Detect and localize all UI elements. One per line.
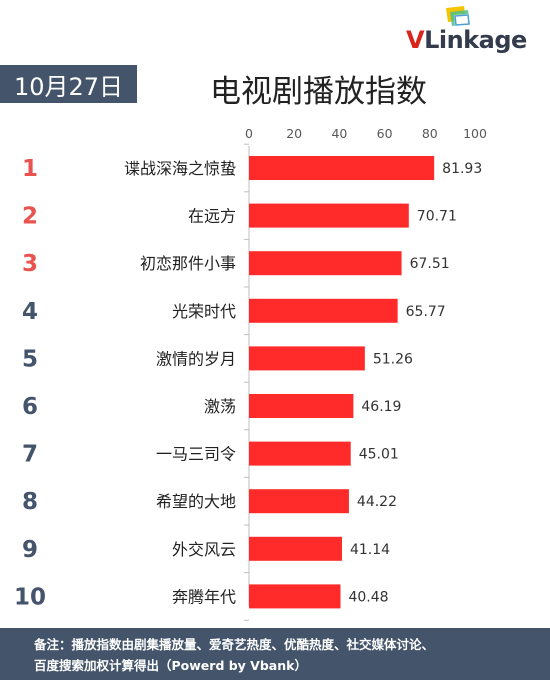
value-label: 65.77 — [406, 304, 446, 320]
bar — [249, 489, 349, 514]
category-label: 光荣时代 — [172, 302, 236, 321]
rank-number: 8 — [22, 489, 38, 515]
value-label: 45.01 — [359, 447, 399, 463]
logo-wordmark: VLinkage — [406, 26, 527, 54]
category-label: 初恋那件小事 — [140, 254, 236, 273]
bar — [249, 203, 409, 228]
footer-line-1: 备注：播放指数由剧集播放量、爱奇艺热度、优酷热度、社交媒体讨论、 — [34, 637, 435, 652]
x-tick-label: 60 — [377, 126, 393, 141]
rank-number: 3 — [22, 251, 38, 277]
category-label: 激情的岁月 — [156, 349, 236, 368]
category-label: 外交风云 — [172, 540, 236, 559]
category-label: 奔腾年代 — [172, 587, 236, 606]
category-label: 一马三司令 — [156, 445, 236, 464]
rank-number: 9 — [22, 537, 38, 563]
rank-number: 2 — [22, 204, 38, 230]
category-label: 希望的大地 — [156, 492, 236, 511]
bar-chart: 0 20 40 60 80 100 1 谍战深海之惊蛰 81.93 2 在远方 70.71 3 初恋那件小… — [14, 126, 487, 621]
category-label: 谍战深海之惊蛰 — [124, 159, 236, 178]
x-tick-label: 20 — [286, 126, 302, 141]
value-label: 67.51 — [410, 256, 450, 272]
bar — [249, 346, 365, 371]
category-label: 激荡 — [204, 397, 236, 416]
date-badge: 10月27日 — [0, 65, 137, 103]
bar — [249, 441, 351, 466]
rank-number: 1 — [22, 156, 38, 182]
x-tick-label: 0 — [245, 126, 253, 141]
rank-number: 4 — [22, 299, 38, 325]
bar — [249, 394, 354, 418]
chart-title: 电视剧播放指数 — [210, 74, 427, 110]
bar — [249, 298, 398, 323]
vlinkage-logo: VLinkage — [406, 6, 542, 54]
x-tick-label: 40 — [331, 126, 347, 141]
value-label: 46.19 — [361, 399, 401, 415]
value-label: 51.26 — [373, 351, 413, 367]
value-label: 44.22 — [357, 494, 397, 510]
value-label: 81.93 — [442, 161, 482, 177]
value-label: 41.14 — [350, 542, 390, 558]
value-label: 40.48 — [348, 589, 388, 605]
bar — [249, 536, 342, 561]
bar — [249, 156, 435, 180]
x-tick-label: 80 — [422, 126, 438, 141]
bar — [249, 584, 341, 609]
rank-number: 6 — [22, 394, 38, 420]
rank-number: 5 — [22, 346, 38, 372]
rank-number: 10 — [14, 584, 46, 610]
footer-line-2: 百度搜索加权计算得出（Powerd by Vbank） — [34, 658, 307, 673]
x-tick-label: 100 — [463, 126, 487, 141]
value-label: 70.71 — [417, 209, 457, 225]
logo-mark-icon — [446, 6, 470, 26]
footer-note: 备注：播放指数由剧集播放量、爱奇艺热度、优酷热度、社交媒体讨论、 百度搜索加权计… — [0, 628, 550, 680]
category-label: 在远方 — [188, 207, 236, 226]
bar — [249, 251, 402, 276]
rank-number: 7 — [22, 442, 38, 468]
